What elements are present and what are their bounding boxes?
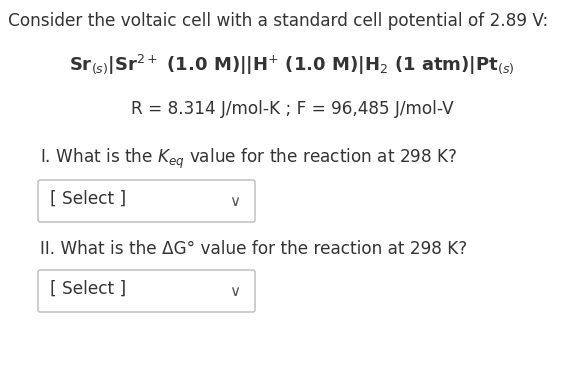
Text: Consider the voltaic cell with a standard cell potential of 2.89 V:: Consider the voltaic cell with a standar… <box>8 12 548 30</box>
FancyBboxPatch shape <box>38 270 255 312</box>
Text: R = 8.314 J/mol-K ; F = 96,485 J/mol-V: R = 8.314 J/mol-K ; F = 96,485 J/mol-V <box>130 100 453 118</box>
Text: [ Select ]: [ Select ] <box>50 280 126 298</box>
Text: Sr$_{(s)}$|Sr$^{2+}$ (1.0 M)||H$^{+}$ (1.0 M)|H$_2$ (1 atm)|Pt$_{(s)}$: Sr$_{(s)}$|Sr$^{2+}$ (1.0 M)||H$^{+}$ (1… <box>69 52 515 76</box>
Text: [ Select ]: [ Select ] <box>50 190 126 208</box>
Text: II. What is the ΔG° value for the reaction at 298 K?: II. What is the ΔG° value for the reacti… <box>40 240 467 258</box>
Text: ∨: ∨ <box>229 283 240 299</box>
FancyBboxPatch shape <box>38 180 255 222</box>
Text: ∨: ∨ <box>229 194 240 209</box>
Text: I. What is the $K_{eq}$ value for the reaction at 298 K?: I. What is the $K_{eq}$ value for the re… <box>40 147 457 171</box>
